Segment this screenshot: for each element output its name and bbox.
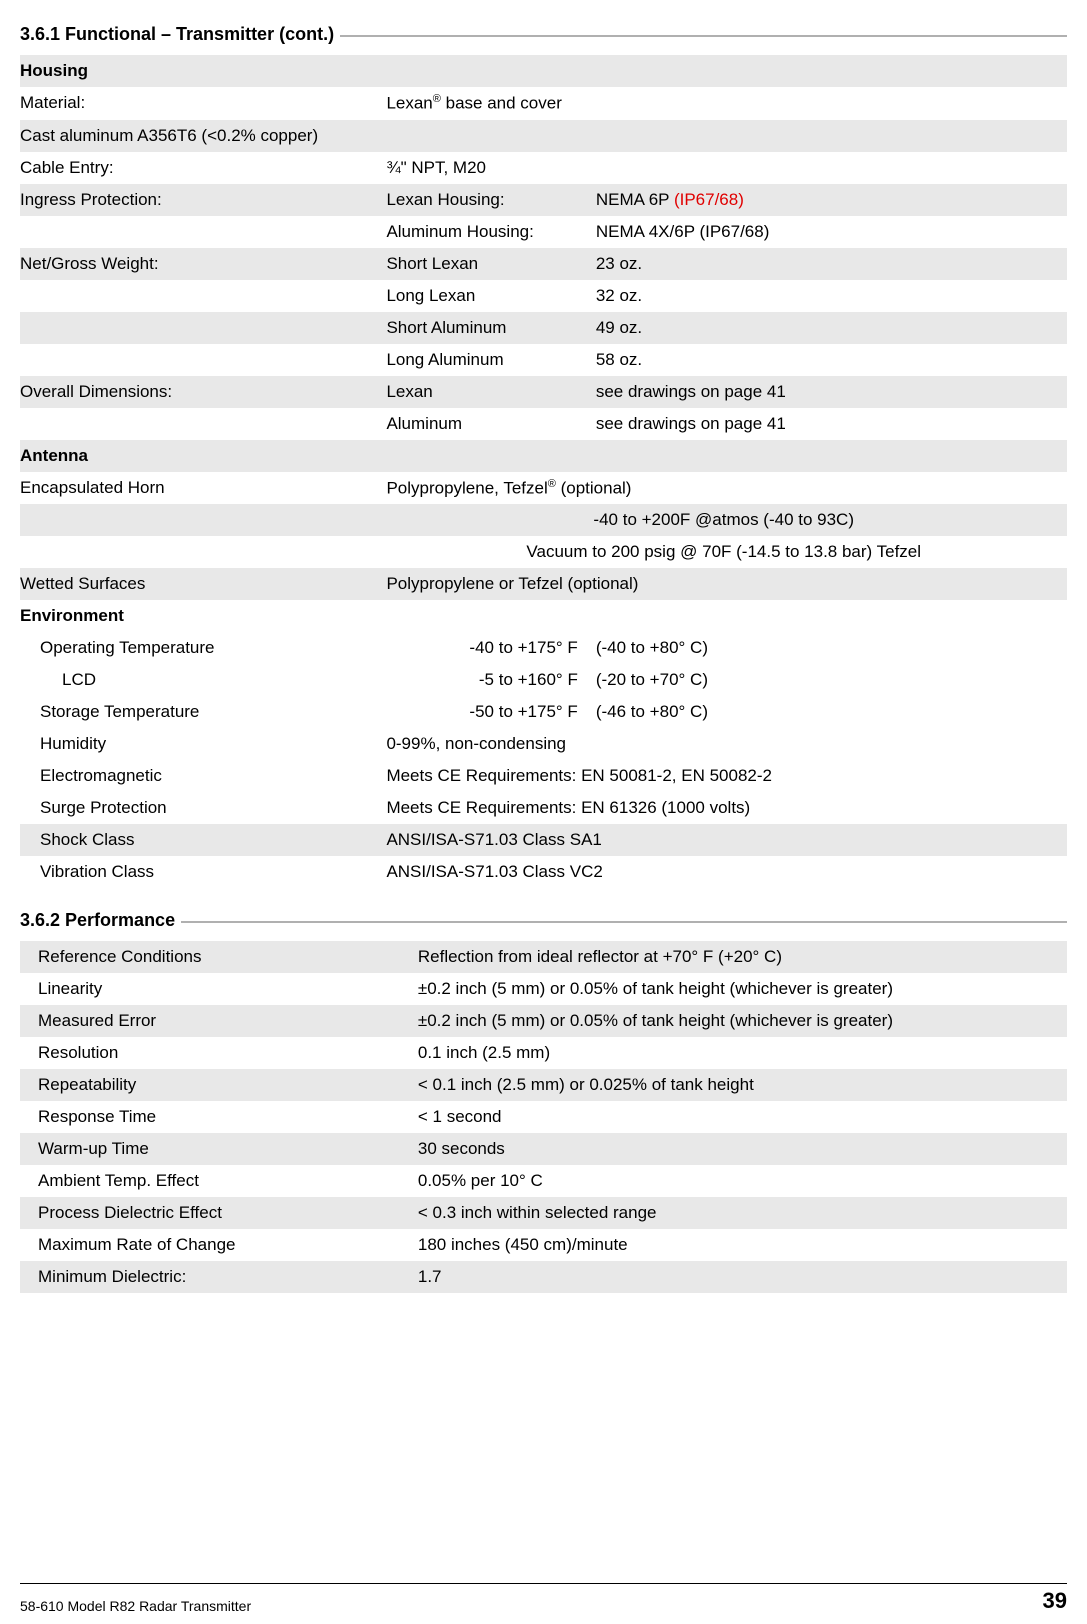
spec-value: see drawings on page 41 bbox=[596, 408, 1067, 440]
spec-label: Surge Protection bbox=[20, 792, 386, 824]
spec-label: Ingress Protection: bbox=[20, 184, 386, 216]
section-heading-text: 3.6.1 Functional – Transmitter (cont.) bbox=[20, 24, 334, 45]
perf-label: Ambient Temp. Effect bbox=[20, 1165, 418, 1197]
spec-label: Humidity bbox=[20, 728, 386, 760]
perf-value: < 0.1 inch (2.5 mm) or 0.025% of tank he… bbox=[418, 1069, 1067, 1101]
spec-label: Net/Gross Weight: bbox=[20, 248, 386, 280]
perf-label: Reference Conditions bbox=[20, 941, 418, 973]
spec-mid: ¾" NPT, M20 bbox=[386, 152, 595, 184]
spec-value: Vacuum to 200 psig @ 70F (-14.5 to 13.8 … bbox=[386, 536, 1067, 568]
spec-mid: Aluminum bbox=[386, 408, 595, 440]
spec-value: (-40 to +80° C) bbox=[596, 632, 1067, 664]
perf-value: < 0.3 inch within selected range bbox=[418, 1197, 1067, 1229]
spec-label: Shock Class bbox=[20, 824, 386, 856]
page-footer: 58-610 Model R82 Radar Transmitter 39 bbox=[20, 1583, 1067, 1614]
perf-label: Minimum Dielectric: bbox=[20, 1261, 418, 1293]
spec-value: ANSI/ISA-S71.03 Class VC2 bbox=[386, 856, 1067, 888]
spec-value bbox=[596, 152, 1067, 184]
spec-mid: Long Lexan bbox=[386, 280, 595, 312]
spec-value: 58 oz. bbox=[596, 344, 1067, 376]
spec-mid: Short Aluminum bbox=[386, 312, 595, 344]
spec-label bbox=[20, 216, 386, 248]
spec-value: 23 oz. bbox=[596, 248, 1067, 280]
perf-label: Process Dielectric Effect bbox=[20, 1197, 418, 1229]
performance-table: Reference ConditionsReflection from idea… bbox=[20, 941, 1067, 1293]
heading-rule bbox=[181, 921, 1067, 923]
perf-label: Linearity bbox=[20, 973, 418, 1005]
perf-value: 30 seconds bbox=[418, 1133, 1067, 1165]
section-heading-performance: 3.6.2 Performance bbox=[20, 910, 1067, 931]
spec-label bbox=[20, 504, 386, 536]
group-subhead: Housing bbox=[20, 55, 1067, 87]
spec-value: ANSI/ISA-S71.03 Class SA1 bbox=[386, 824, 1067, 856]
spec-mid: Long Aluminum bbox=[386, 344, 595, 376]
section-heading-functional: 3.6.1 Functional – Transmitter (cont.) bbox=[20, 24, 1067, 45]
functional-table: HousingMaterial:Lexan® base and coverCas… bbox=[20, 55, 1067, 888]
perf-value: ±0.2 inch (5 mm) or 0.05% of tank height… bbox=[418, 973, 1067, 1005]
spec-value: -40 to +200F @atmos (-40 to 93C) bbox=[386, 504, 1067, 536]
spec-value bbox=[596, 87, 1067, 120]
spec-value: 32 oz. bbox=[596, 280, 1067, 312]
spec-mid: Lexan bbox=[386, 376, 595, 408]
spec-label: Storage Temperature bbox=[20, 696, 386, 728]
perf-label: Resolution bbox=[20, 1037, 418, 1069]
spec-value: 0-99%, non-condensing bbox=[386, 728, 1067, 760]
spec-label: Overall Dimensions: bbox=[20, 376, 386, 408]
spec-label: Vibration Class bbox=[20, 856, 386, 888]
spec-value: Meets CE Requirements: EN 50081-2, EN 50… bbox=[386, 760, 1067, 792]
spec-value: (-46 to +80° C) bbox=[596, 696, 1067, 728]
spec-label: Cast aluminum A356T6 (<0.2% copper) bbox=[20, 120, 386, 152]
spec-label bbox=[20, 408, 386, 440]
spec-label bbox=[20, 312, 386, 344]
spec-label: Cable Entry: bbox=[20, 152, 386, 184]
perf-label: Response Time bbox=[20, 1101, 418, 1133]
section-heading-text: 3.6.2 Performance bbox=[20, 910, 175, 931]
perf-value: 1.7 bbox=[418, 1261, 1067, 1293]
spec-mid: Short Lexan bbox=[386, 248, 595, 280]
spec-label bbox=[20, 280, 386, 312]
group-subhead: Antenna bbox=[20, 440, 1067, 472]
page-number: 39 bbox=[1043, 1588, 1067, 1614]
spec-label: Electromagnetic bbox=[20, 760, 386, 792]
spec-mid: Lexan Housing: bbox=[386, 184, 595, 216]
spec-label: Operating Temperature bbox=[20, 632, 386, 664]
spec-label: Encapsulated Horn bbox=[20, 472, 386, 505]
spec-value: Polypropylene or Tefzel (optional) bbox=[386, 568, 1067, 600]
footer-left: 58-610 Model R82 Radar Transmitter bbox=[20, 1598, 251, 1614]
spec-mid: -50 to +175° F bbox=[386, 696, 595, 728]
spec-label bbox=[20, 344, 386, 376]
heading-rule bbox=[340, 35, 1067, 37]
spec-label: LCD bbox=[20, 664, 386, 696]
spec-value: see drawings on page 41 bbox=[596, 376, 1067, 408]
spec-mid: Lexan® base and cover bbox=[386, 87, 595, 120]
spec-value: (-20 to +70° C) bbox=[596, 664, 1067, 696]
perf-value: < 1 second bbox=[418, 1101, 1067, 1133]
spec-value: Polypropylene, Tefzel® (optional) bbox=[386, 472, 1067, 505]
perf-label: Repeatability bbox=[20, 1069, 418, 1101]
perf-value: 0.1 inch (2.5 mm) bbox=[418, 1037, 1067, 1069]
perf-value: Reflection from ideal reflector at +70° … bbox=[418, 941, 1067, 973]
spec-value: NEMA 4X/6P (IP67/68) bbox=[596, 216, 1067, 248]
spec-value: 49 oz. bbox=[596, 312, 1067, 344]
spec-value: Meets CE Requirements: EN 61326 (1000 vo… bbox=[386, 792, 1067, 824]
perf-value: 0.05% per 10° C bbox=[418, 1165, 1067, 1197]
perf-value: 180 inches (450 cm)/minute bbox=[418, 1229, 1067, 1261]
spec-mid: -5 to +160° F bbox=[386, 664, 595, 696]
perf-label: Warm-up Time bbox=[20, 1133, 418, 1165]
spec-mid: -40 to +175° F bbox=[386, 632, 595, 664]
spec-mid: Aluminum Housing: bbox=[386, 216, 595, 248]
spec-label: Wetted Surfaces bbox=[20, 568, 386, 600]
spec-value: NEMA 6P (IP67/68) bbox=[596, 184, 1067, 216]
perf-label: Maximum Rate of Change bbox=[20, 1229, 418, 1261]
group-subhead: Environment bbox=[20, 600, 1067, 632]
perf-value: ±0.2 inch (5 mm) or 0.05% of tank height… bbox=[418, 1005, 1067, 1037]
spec-mid bbox=[386, 120, 595, 152]
perf-label: Measured Error bbox=[20, 1005, 418, 1037]
spec-label bbox=[20, 536, 386, 568]
spec-label: Material: bbox=[20, 87, 386, 120]
spec-value bbox=[596, 120, 1067, 152]
